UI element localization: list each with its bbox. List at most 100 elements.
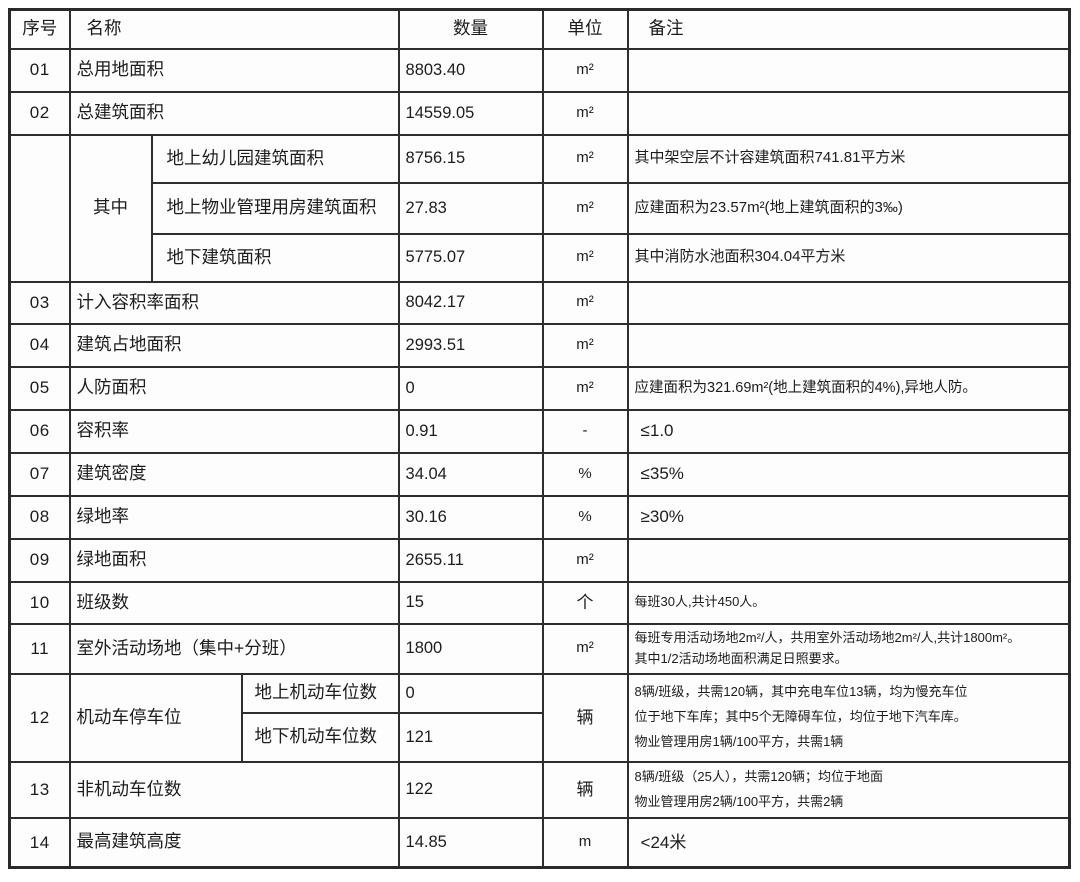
row-10-unit: 个 <box>541 580 629 625</box>
row-07-qty: 34.04 <box>397 451 544 497</box>
header-unit: 单位 <box>541 8 629 50</box>
row-02b: 地上物业管理用房建筑面积 27.83 m² 应建面积为23.57m²(地上建筑面… <box>10 181 1071 235</box>
row-02a: 其中 地上幼儿园建筑面积 8756.15 m² 其中架空层不计容建筑面积741.… <box>8 133 1071 283</box>
row-14-name: 最高建筑高度 <box>68 816 400 869</box>
row-07-name: 建筑密度 <box>68 451 400 497</box>
row-05-unit: m² <box>541 365 629 411</box>
row-01-name: 总用地面积 <box>68 47 400 93</box>
row-05-qty: 0 <box>397 365 544 411</box>
header-qty: 数量 <box>397 8 544 50</box>
row-02-group-no <box>8 133 71 283</box>
row-10-no: 10 <box>8 580 71 625</box>
row-07: 07 建筑密度 34.04 % ≤35% <box>8 451 1071 497</box>
indicators-table: 序号 名称 数量 单位 备注 01 总用地面积 8803.40 m² 02 总建… <box>8 8 1072 869</box>
row-12a-name: 地上机动车位数 <box>240 672 400 714</box>
row-01-unit: m² <box>541 47 629 93</box>
row-08: 08 绿地率 30.16 % ≥30% <box>8 494 1071 540</box>
row-13-remark: 8辆/班级（25人），共需120辆；均位于地面 物业管理用房2辆/100平方，共… <box>626 760 1071 819</box>
row-09-no: 09 <box>8 537 71 583</box>
row-14-remark: <24米 <box>626 816 1071 869</box>
row-08-qty: 30.16 <box>397 494 544 540</box>
row-11: 11 室外活动场地（集中+分班） 1800 m² 每班专用活动场地2m²/人，共… <box>8 622 1071 675</box>
row-02a-name: 地上幼儿园建筑面积 <box>150 133 400 184</box>
row-02a-unit: m² <box>541 133 629 184</box>
row-03-qty: 8042.17 <box>397 280 544 325</box>
row-02b-qty: 27.83 <box>397 181 544 235</box>
row-04-name: 建筑占地面积 <box>68 322 400 368</box>
row-01: 01 总用地面积 8803.40 m² <box>8 47 1071 93</box>
indicators-table-container: 序号 名称 数量 单位 备注 01 总用地面积 8803.40 m² 02 总建… <box>8 8 1072 869</box>
row-06-remark: ≤1.0 <box>626 408 1071 454</box>
row-02: 02 总建筑面积 14559.05 m² <box>8 90 1071 136</box>
row-02b-name: 地上物业管理用房建筑面积 <box>150 181 400 235</box>
row-12a-qty: 0 <box>397 672 544 714</box>
row-04-no: 04 <box>8 322 71 368</box>
row-13: 13 非机动车位数 122 辆 8辆/班级（25人），共需120辆；均位于地面 … <box>8 760 1071 819</box>
row-06-unit: - <box>541 408 629 454</box>
row-08-name: 绿地率 <box>68 494 400 540</box>
row-02c-name: 地下建筑面积 <box>150 232 400 283</box>
row-09-unit: m² <box>541 537 629 583</box>
row-11-qty: 1800 <box>397 622 544 675</box>
row-05-no: 05 <box>8 365 71 411</box>
row-13-no: 13 <box>8 760 71 819</box>
row-03-name: 计入容积率面积 <box>68 280 400 325</box>
row-08-no: 08 <box>8 494 71 540</box>
header-no: 序号 <box>8 8 71 50</box>
row-06-no: 06 <box>8 408 71 454</box>
row-02a-remark: 其中架空层不计容建筑面积741.81平方米 <box>626 133 1071 184</box>
row-09-qty: 2655.11 <box>397 537 544 583</box>
row-07-remark: ≤35% <box>626 451 1071 497</box>
row-08-remark: ≥30% <box>626 494 1071 540</box>
row-12-remark: 8辆/班级，共需120辆，其中充电车位13辆，均为慢充车位 位于地下车库；其中5… <box>626 672 1071 763</box>
row-11-unit: m² <box>541 622 629 675</box>
row-10-qty: 15 <box>397 580 544 625</box>
header-remark: 备注 <box>626 8 1071 50</box>
row-13-name: 非机动车位数 <box>68 760 400 819</box>
row-02-group-label: 其中 <box>68 133 153 283</box>
row-07-unit: % <box>541 451 629 497</box>
header-name: 名称 <box>68 8 400 50</box>
row-02c-qty: 5775.07 <box>397 232 544 283</box>
row-05: 05 人防面积 0 m² 应建面积为321.69m²(地上建筑面积的4%),异地… <box>8 365 1071 411</box>
row-12b-qty: 121 <box>397 711 544 763</box>
row-14: 14 最高建筑高度 14.85 m <24米 <box>8 816 1071 869</box>
row-02b-unit: m² <box>541 181 629 235</box>
row-14-unit: m <box>541 816 629 869</box>
row-02a-qty: 8756.15 <box>397 133 544 184</box>
row-14-qty: 14.85 <box>397 816 544 869</box>
row-02c-remark: 其中消防水池面积304.04平方米 <box>626 232 1071 283</box>
header-row: 序号 名称 数量 单位 备注 <box>8 8 1071 50</box>
row-05-remark: 应建面积为321.69m²(地上建筑面积的4%),异地人防。 <box>626 365 1071 411</box>
row-01-no: 01 <box>8 47 71 93</box>
row-13-qty: 122 <box>397 760 544 819</box>
row-12b-name: 地下机动车位数 <box>240 711 400 763</box>
row-12-no: 12 <box>8 672 71 763</box>
row-01-qty: 8803.40 <box>397 47 544 93</box>
row-03-remark <box>626 280 1071 325</box>
row-02-name: 总建筑面积 <box>68 90 400 136</box>
row-12-name: 机动车停车位 <box>68 672 243 763</box>
row-08-unit: % <box>541 494 629 540</box>
row-06-qty: 0.91 <box>397 408 544 454</box>
row-14-no: 14 <box>8 816 71 869</box>
row-12-unit: 辆 <box>541 672 629 763</box>
row-12a: 12 机动车停车位 地上机动车位数 0 辆 8辆/班级，共需120辆，其中充电车… <box>8 672 1071 763</box>
row-03-no: 03 <box>8 280 71 325</box>
row-02-remark <box>626 90 1071 136</box>
row-03: 03 计入容积率面积 8042.17 m² <box>8 280 1071 325</box>
row-06-name: 容积率 <box>68 408 400 454</box>
row-09-remark <box>626 537 1071 583</box>
row-04-qty: 2993.51 <box>397 322 544 368</box>
row-09: 09 绿地面积 2655.11 m² <box>8 537 1071 583</box>
row-13-unit: 辆 <box>541 760 629 819</box>
row-11-name: 室外活动场地（集中+分班） <box>68 622 400 675</box>
row-02-qty: 14559.05 <box>397 90 544 136</box>
row-09-name: 绿地面积 <box>68 537 400 583</box>
row-06: 06 容积率 0.91 - ≤1.0 <box>8 408 1071 454</box>
row-10-name: 班级数 <box>68 580 400 625</box>
row-07-no: 07 <box>8 451 71 497</box>
row-03-unit: m² <box>541 280 629 325</box>
row-10-remark: 每班30人,共计450人。 <box>626 580 1071 625</box>
row-05-name: 人防面积 <box>68 365 400 411</box>
